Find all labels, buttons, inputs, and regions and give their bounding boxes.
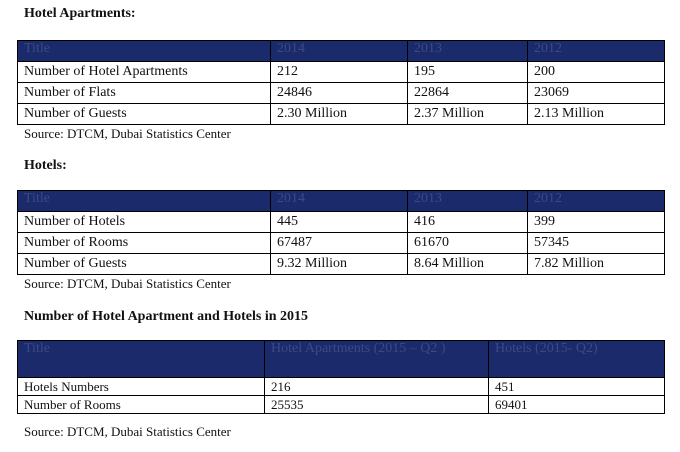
cell-value: 216 — [264, 377, 489, 396]
cell-value: 57345 — [527, 232, 665, 254]
table-row: Number of Hotel Apartments 212 195 200 — [17, 61, 665, 83]
hotels-2015-table: Title Hotel Apartments (2015 – Q2 ) Hote… — [17, 340, 665, 414]
table-row: Hotels Numbers 216 451 — [17, 377, 665, 396]
cell-value: 195 — [407, 61, 528, 83]
cell-value: 7.82 Million — [527, 253, 665, 275]
row-label: Number of Flats — [17, 82, 271, 104]
column-header: 2014 — [270, 190, 408, 212]
cell-value: 2.30 Million — [270, 103, 408, 125]
column-header: 2012 — [527, 190, 665, 212]
cell-value: 23069 — [527, 82, 665, 104]
cell-value: 451 — [488, 377, 665, 396]
hotel-apartments-table: Title 2014 2013 2012 Number of Hotel Apa… — [17, 40, 665, 125]
hotels-2015-heading: Number of Hotel Apartment and Hotels in … — [24, 309, 309, 324]
row-label: Hotels Numbers — [17, 377, 265, 396]
cell-value: 212 — [270, 61, 408, 83]
table-row: Number of Hotels 445 416 399 — [17, 211, 665, 233]
cell-value: 8.64 Million — [407, 253, 528, 275]
hotels-heading: Hotels: — [24, 158, 67, 173]
cell-value: 67487 — [270, 232, 408, 254]
source-note: Source: DTCM, Dubai Statistics Center — [24, 424, 231, 439]
column-header: Hotel Apartments (2015 – Q2 ) — [264, 340, 489, 378]
row-label: Number of Guests — [17, 103, 271, 125]
hotel-apartments-heading: Hotel Apartments: — [24, 6, 136, 21]
cell-value: 9.32 Million — [270, 253, 408, 275]
table-row: Number of Guests 2.30 Million 2.37 Milli… — [17, 103, 665, 125]
column-header: Title — [17, 190, 271, 212]
cell-value: 399 — [527, 211, 665, 233]
row-label: Number of Hotels — [17, 211, 271, 233]
cell-value: 200 — [527, 61, 665, 83]
source-note: Source: DTCM, Dubai Statistics Center — [24, 276, 231, 291]
cell-value: 69401 — [488, 395, 665, 414]
column-header: 2014 — [270, 40, 408, 62]
column-header: 2013 — [407, 190, 528, 212]
cell-value: 416 — [407, 211, 528, 233]
row-label: Number of Guests — [17, 253, 271, 275]
table-row: Number of Rooms 67487 61670 57345 — [17, 232, 665, 254]
row-label: Number of Rooms — [17, 395, 265, 414]
cell-value: 445 — [270, 211, 408, 233]
column-header: 2013 — [407, 40, 528, 62]
cell-value: 24846 — [270, 82, 408, 104]
cell-value: 61670 — [407, 232, 528, 254]
table-row: Number of Rooms 25535 69401 — [17, 395, 665, 414]
cell-value: 25535 — [264, 395, 489, 414]
source-note: Source: DTCM, Dubai Statistics Center — [24, 126, 231, 141]
column-header: 2012 — [527, 40, 665, 62]
column-header: Title — [17, 40, 271, 62]
hotels-table: Title 2014 2013 2012 Number of Hotels 44… — [17, 190, 665, 275]
table-row: Number of Guests 9.32 Million 8.64 Milli… — [17, 253, 665, 275]
cell-value: 2.37 Million — [407, 103, 528, 125]
row-label: Number of Rooms — [17, 232, 271, 254]
cell-value: 2.13 Million — [527, 103, 665, 125]
row-label: Number of Hotel Apartments — [17, 61, 271, 83]
column-header: Title — [17, 340, 265, 378]
table-row: Number of Flats 24846 22864 23069 — [17, 82, 665, 104]
column-header: Hotels (2015- Q2) — [488, 340, 665, 378]
cell-value: 22864 — [407, 82, 528, 104]
